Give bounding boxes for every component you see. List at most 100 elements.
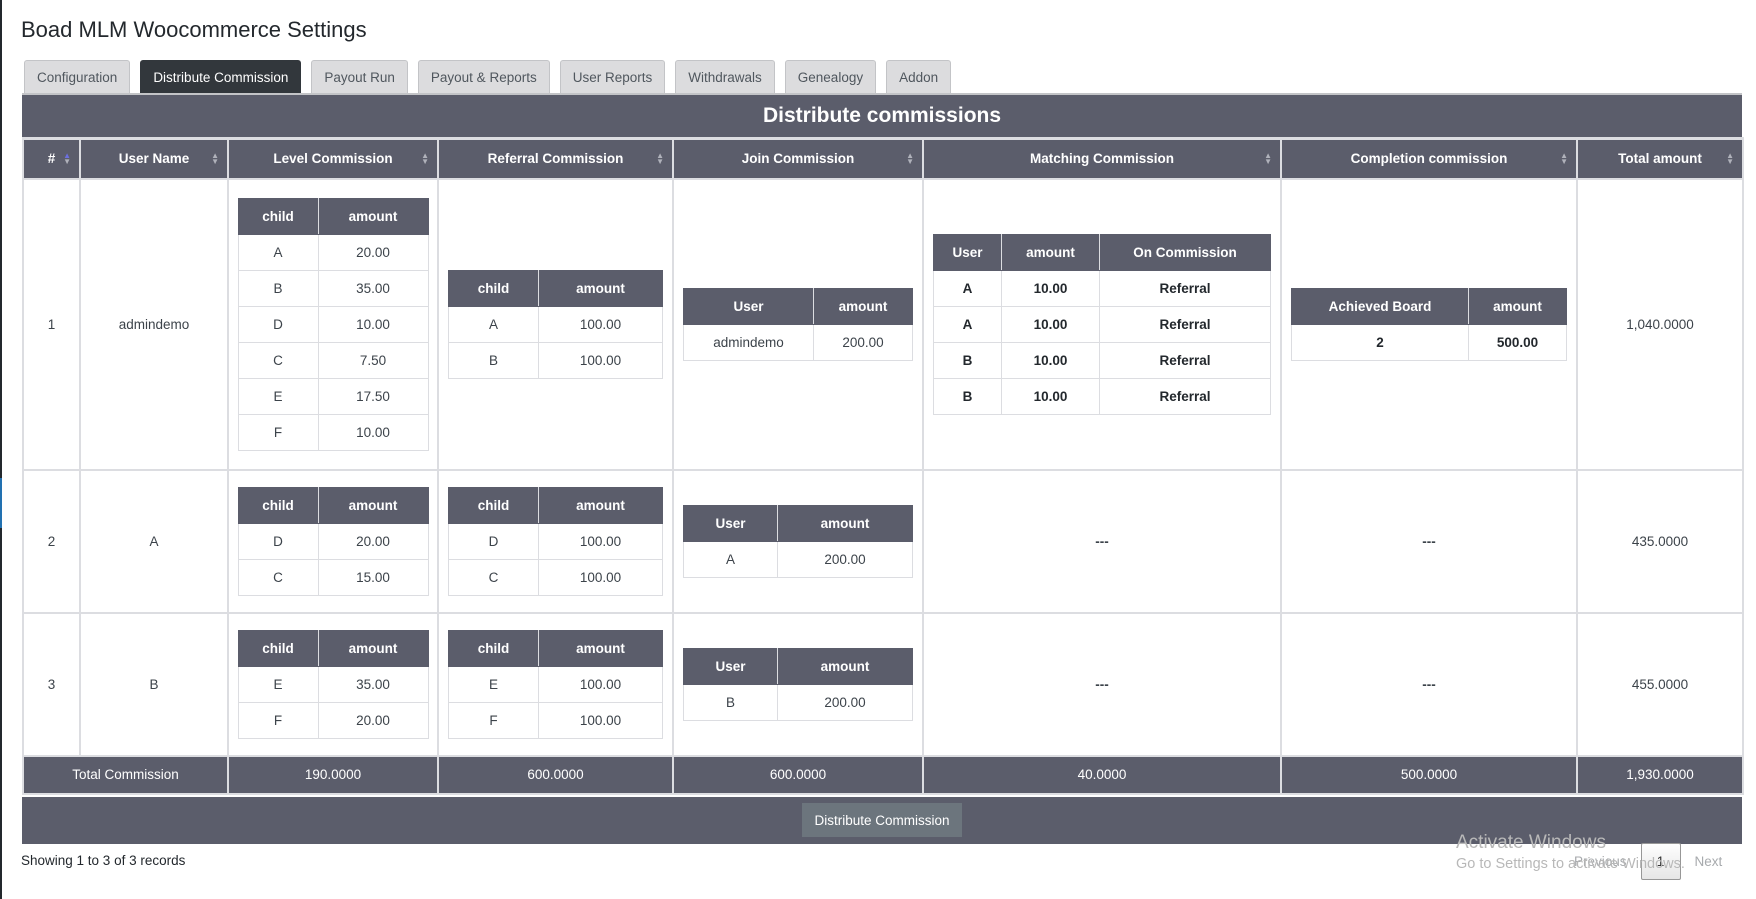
- list-item: A 100.00: [448, 305, 663, 343]
- matching-commission-table: User amount On Commission A 10.00 Referral A…: [933, 233, 1271, 415]
- list-item: admindemo 200.00: [683, 323, 913, 361]
- tab-genealogy[interactable]: Genealogy: [784, 60, 877, 93]
- join-commission-cell: User amount admindemo 200.00: [672, 177, 924, 471]
- previous-page-link[interactable]: Previous: [1574, 854, 1627, 869]
- records-info: Showing 1 to 3 of 3 records: [21, 853, 186, 868]
- list-item: E 100.00: [448, 665, 663, 703]
- completion-commission-table: Achieved Board amount 2 500.00: [1291, 287, 1567, 361]
- window-edge-accent: [0, 478, 2, 528]
- total-referral-commission: 600.0000: [437, 754, 674, 795]
- list-item: B 35.00: [237, 269, 429, 307]
- tab-configuration[interactable]: Configuration: [24, 60, 131, 93]
- list-item: C 7.50: [237, 341, 429, 379]
- tabs-divider: [22, 93, 1742, 95]
- tab-payout-reports[interactable]: Payout & Reports: [417, 60, 550, 93]
- join-commission-table: User amount admindemo 200.00: [683, 287, 913, 361]
- matching-commission-cell: ---: [922, 611, 1282, 757]
- col-header-completion-commission[interactable]: Completion commission ▲ ▼: [1280, 137, 1578, 180]
- col-header-total-amount[interactable]: Total amount ▲ ▼: [1576, 137, 1744, 180]
- list-item: A 10.00 Referral: [933, 269, 1271, 307]
- row-number: 2: [22, 468, 81, 614]
- col-header-join-commission[interactable]: Join Commission ▲ ▼: [672, 137, 924, 180]
- referral-commission-cell: child amount A 100.00 B 100.00: [437, 177, 674, 471]
- matching-commission-cell: User amount On Commission A 10.00 Referral A…: [922, 177, 1282, 471]
- join-commission-table: User amount A 200.00: [683, 504, 913, 578]
- settings-tabs: Configuration Distribute Commission Payo…: [24, 60, 952, 93]
- tab-payout-run[interactable]: Payout Run: [311, 60, 408, 93]
- join-commission-cell: User amount B 200.00: [672, 611, 924, 757]
- table-row: 2 A child amount D 20.00 C 15.00 child amoun…: [22, 468, 1744, 614]
- level-commission-table: child amount E 35.00 F 20.00: [237, 629, 429, 739]
- row-user-name: B: [79, 611, 229, 757]
- row-total-amount: 1,040.0000: [1576, 177, 1744, 471]
- list-item: C 100.00: [448, 558, 663, 596]
- sort-icon: ▲ ▼: [421, 150, 429, 166]
- row-total-amount: 435.0000: [1576, 468, 1744, 614]
- sort-icon: ▲ ▼: [211, 150, 219, 166]
- row-user-name: admindemo: [79, 177, 229, 471]
- page-1-button[interactable]: 1: [1640, 843, 1681, 880]
- totals-label: Total Commission: [22, 754, 229, 795]
- tab-user-reports[interactable]: User Reports: [559, 60, 666, 93]
- referral-commission-cell: child amount D 100.00 C 100.00: [437, 468, 674, 614]
- list-item: F 20.00: [237, 701, 429, 739]
- col-header-user-name[interactable]: User Name ▲ ▼: [79, 137, 229, 180]
- next-page-link[interactable]: Next: [1694, 854, 1723, 869]
- row-number: 3: [22, 611, 81, 757]
- page-title: Boad MLM Woocommerce Settings: [21, 17, 367, 42]
- sort-icon: ▲ ▼: [906, 150, 914, 166]
- col-header-level-commission[interactable]: Level Commission ▲ ▼: [227, 137, 439, 180]
- col-header-matching-commission[interactable]: Matching Commission ▲ ▼: [922, 137, 1282, 180]
- tab-withdrawals[interactable]: Withdrawals: [675, 60, 775, 93]
- col-header-referral-commission[interactable]: Referral Commission ▲ ▼: [437, 137, 674, 180]
- completion-commission-cell: ---: [1280, 468, 1578, 614]
- distribute-commission-button[interactable]: Distribute Commission: [802, 803, 962, 837]
- total-join-commission: 600.0000: [672, 754, 924, 795]
- referral-commission-table: child amount A 100.00 B 100.00: [448, 269, 663, 379]
- list-item: B 200.00: [683, 683, 913, 721]
- distribute-panel: Distribute commissions # ▲ ▼ User Name ▲ ▼ L…: [22, 95, 1744, 844]
- level-commission-table: child amount A 20.00 B 35.00 D 10.00 C 7.50 E…: [237, 197, 429, 451]
- sort-icon: ▲ ▼: [1726, 150, 1734, 166]
- grand-total: 1,930.0000: [1576, 754, 1744, 795]
- col-header-number[interactable]: # ▲ ▼: [22, 137, 81, 180]
- matching-commission-cell: ---: [922, 468, 1282, 614]
- referral-commission-cell: child amount E 100.00 F 100.00: [437, 611, 674, 757]
- level-commission-cell: child amount D 20.00 C 15.00: [227, 468, 439, 614]
- list-item: C 15.00: [237, 558, 429, 596]
- join-commission-cell: User amount A 200.00: [672, 468, 924, 614]
- tab-distribute-commission[interactable]: Distribute Commission: [140, 60, 302, 93]
- sort-asc-icon: ▲ ▼: [63, 150, 71, 166]
- referral-commission-table: child amount D 100.00 C 100.00: [448, 486, 663, 596]
- panel-title: Distribute commissions: [22, 95, 1742, 137]
- referral-commission-table: child amount E 100.00 F 100.00: [448, 629, 663, 739]
- list-item: D 10.00: [237, 305, 429, 343]
- list-item: B 10.00 Referral: [933, 341, 1271, 379]
- completion-commission-cell: ---: [1280, 611, 1578, 757]
- window-edge: [0, 0, 2, 899]
- sort-icon: ▲ ▼: [1264, 150, 1272, 166]
- list-item: A 20.00: [237, 233, 429, 271]
- total-matching-commission: 40.0000: [922, 754, 1282, 795]
- row-number: 1: [22, 177, 81, 471]
- join-commission-table: User amount B 200.00: [683, 647, 913, 721]
- list-item: D 100.00: [448, 522, 663, 560]
- table-row: 3 B child amount E 35.00 F 20.00 child amoun…: [22, 611, 1744, 757]
- list-item: F 100.00: [448, 701, 663, 739]
- row-user-name: A: [79, 468, 229, 614]
- level-commission-cell: child amount E 35.00 F 20.00: [227, 611, 439, 757]
- list-item: E 35.00: [237, 665, 429, 703]
- row-total-amount: 455.0000: [1576, 611, 1744, 757]
- level-commission-table: child amount D 20.00 C 15.00: [237, 486, 429, 596]
- pagination: Previous 1 Next: [1574, 843, 1722, 880]
- list-item: E 17.50: [237, 377, 429, 415]
- total-completion-commission: 500.0000: [1280, 754, 1578, 795]
- header-row: # ▲ ▼ User Name ▲ ▼ Level Commission ▲ ▼ Refer…: [22, 137, 1744, 180]
- list-item: A 200.00: [683, 540, 913, 578]
- totals-row: Total Commission 190.0000 600.0000 600.0…: [22, 754, 1744, 795]
- tab-addon[interactable]: Addon: [886, 60, 952, 93]
- total-level-commission: 190.0000: [227, 754, 439, 795]
- sort-icon: ▲ ▼: [656, 150, 664, 166]
- sort-icon: ▲ ▼: [1560, 150, 1568, 166]
